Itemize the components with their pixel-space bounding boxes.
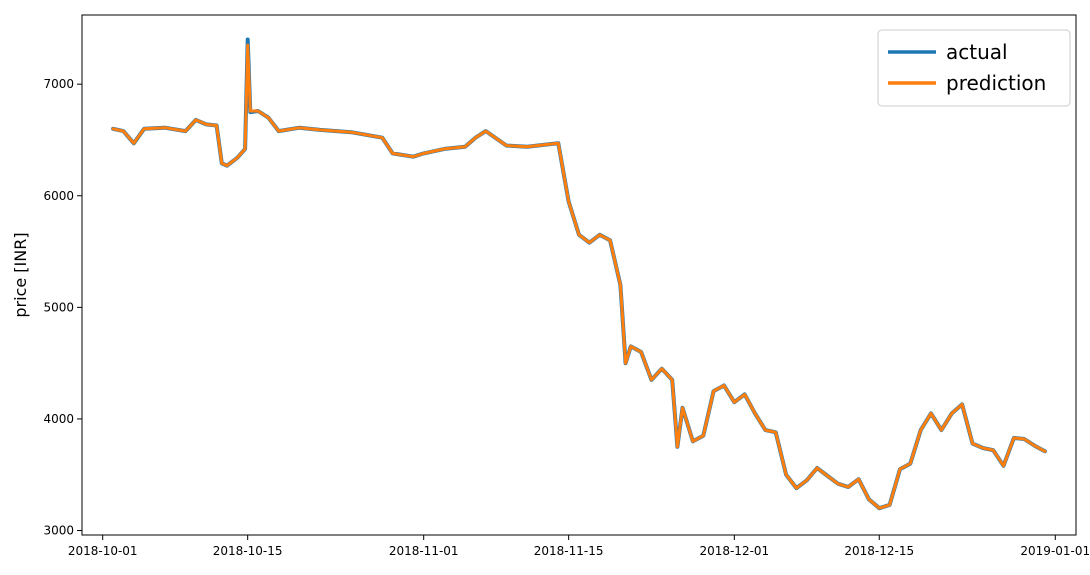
y-tick-label: 3000: [43, 524, 74, 538]
y-tick-label: 5000: [43, 300, 74, 314]
x-tick-label: 2018-10-15: [213, 544, 283, 558]
y-tick-label: 4000: [43, 412, 74, 426]
legend-label-prediction: prediction: [946, 71, 1046, 95]
legend-box: [877, 29, 1071, 107]
x-tick-label: 2018-11-01: [389, 544, 459, 558]
y-axis-label: price [INR]: [11, 232, 30, 317]
legend-label-actual: actual: [946, 40, 1008, 64]
series-line-prediction: [111, 43, 1047, 510]
y-tick-label: 6000: [43, 189, 74, 203]
x-axis: 2018-10-01 2018-10-15 2018-11-01 2018-11-15…: [68, 535, 1090, 558]
x-tick-label: 2018-12-15: [844, 544, 914, 558]
x-tick-label: 2018-12-01: [699, 544, 769, 558]
y-axis: 3000 4000 5000 6000 7000: [43, 77, 82, 538]
plot-frame: [81, 14, 1077, 536]
x-tick-label: 2018-10-01: [68, 544, 138, 558]
x-tick-label: 2018-11-15: [534, 544, 604, 558]
y-tick-label: 7000: [43, 77, 74, 91]
x-tick-label: 2019-01-01: [1020, 544, 1090, 558]
legend: actual prediction: [877, 29, 1071, 107]
series-layer: [111, 37, 1047, 511]
